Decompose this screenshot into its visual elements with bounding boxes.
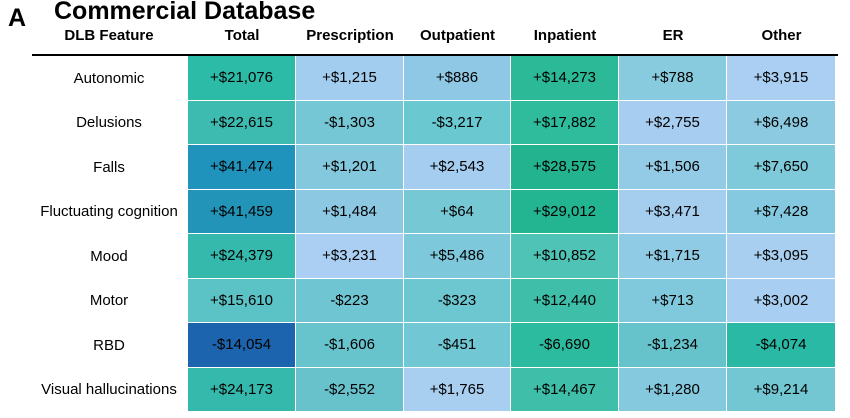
heatmap-cell: +$1,506 bbox=[619, 145, 726, 189]
row-label: Motor bbox=[89, 292, 129, 309]
heatmap-cell: -$4,074 bbox=[727, 323, 835, 367]
row-label: Falls bbox=[93, 158, 125, 176]
heatmap-cell: +$788 bbox=[619, 56, 726, 100]
row-label: Delusions bbox=[76, 114, 142, 131]
heatmap-cell: +$886 bbox=[404, 56, 510, 100]
heatmap-cell: +$713 bbox=[619, 278, 726, 322]
column-header-other: Other bbox=[761, 26, 802, 44]
heatmap-cell: +$28,575 bbox=[511, 145, 618, 189]
heatmap-cell: +$24,173 bbox=[188, 367, 295, 411]
heatmap-cell: +$2,543 bbox=[404, 145, 510, 189]
heatmap-cell: +$29,012 bbox=[511, 189, 618, 233]
heatmap-cell: +$3,231 bbox=[296, 234, 403, 278]
row-header: DLB Feature bbox=[64, 26, 154, 44]
heatmap-cell: -$3,217 bbox=[404, 100, 510, 144]
heatmap-cell: +$1,765 bbox=[404, 367, 510, 411]
row-label: Visual hallucinations bbox=[41, 381, 177, 398]
heatmap-cell: +$17,882 bbox=[511, 100, 618, 144]
column-header-total: Total bbox=[224, 26, 260, 44]
heatmap-cell: +$14,273 bbox=[511, 56, 618, 100]
row-label: Fluctuating cognition bbox=[40, 203, 178, 220]
heatmap-cell: +$10,852 bbox=[511, 234, 618, 278]
panel-letter: A bbox=[8, 4, 27, 32]
heatmap-cell: -$1,303 bbox=[296, 100, 403, 144]
heatmap-cell: -$14,054 bbox=[188, 323, 295, 367]
heatmap-cell: +$3,095 bbox=[727, 234, 835, 278]
heatmap-cell: +$3,471 bbox=[619, 189, 726, 233]
heatmap-cell: +$7,428 bbox=[727, 189, 835, 233]
heatmap-cell: +$15,610 bbox=[188, 278, 295, 322]
heatmap-cell: +$1,201 bbox=[296, 145, 403, 189]
heatmap-cell: +$24,379 bbox=[188, 234, 295, 278]
heatmap-cell: +$3,002 bbox=[727, 278, 835, 322]
column-header-inpatient: Inpatient bbox=[533, 26, 597, 44]
heatmap-cell: -$223 bbox=[296, 278, 403, 322]
column-header-outpatient: Outpatient bbox=[420, 26, 495, 44]
heatmap-cell: +$12,440 bbox=[511, 278, 618, 322]
row-label: RBD bbox=[93, 336, 125, 354]
heatmap-cell: +$1,215 bbox=[296, 56, 403, 100]
heatmap-cell: -$451 bbox=[404, 323, 510, 367]
heatmap-cell: -$1,606 bbox=[296, 323, 403, 367]
heatmap-cell: +$6,498 bbox=[727, 100, 835, 144]
heatmap-cell: +$41,474 bbox=[188, 145, 295, 189]
heatmap-cell: +$9,214 bbox=[727, 367, 835, 411]
heatmap-cell: +$41,459 bbox=[188, 189, 295, 233]
heatmap-cell: +$14,467 bbox=[511, 367, 618, 411]
chart-title: Commercial Database bbox=[54, 0, 316, 25]
heatmap-cell: +$3,915 bbox=[727, 56, 835, 100]
heatmap-cell: +$64 bbox=[404, 189, 510, 233]
heatmap-cell: +$21,076 bbox=[188, 56, 295, 100]
row-label: Mood bbox=[90, 247, 128, 265]
heatmap-cell: +$1,715 bbox=[619, 234, 726, 278]
heatmap-cell: -$6,690 bbox=[511, 323, 618, 367]
heatmap-cell: -$2,552 bbox=[296, 367, 403, 411]
heatmap-cell: +$5,486 bbox=[404, 234, 510, 278]
column-header-er: ER bbox=[662, 26, 684, 44]
heatmap-cell: -$1,234 bbox=[619, 323, 726, 367]
heatmap-cell: +$1,484 bbox=[296, 189, 403, 233]
heatmap-cell: +$7,650 bbox=[727, 145, 835, 189]
row-label: Autonomic bbox=[73, 69, 145, 87]
heatmap-cell: -$323 bbox=[404, 278, 510, 322]
heatmap-cell: +$22,615 bbox=[188, 100, 295, 144]
heatmap-cell: +$1,280 bbox=[619, 367, 726, 411]
heatmap-cell: +$2,755 bbox=[619, 100, 726, 144]
column-header-prescription: Prescription bbox=[306, 26, 394, 44]
header-rule bbox=[32, 54, 838, 56]
